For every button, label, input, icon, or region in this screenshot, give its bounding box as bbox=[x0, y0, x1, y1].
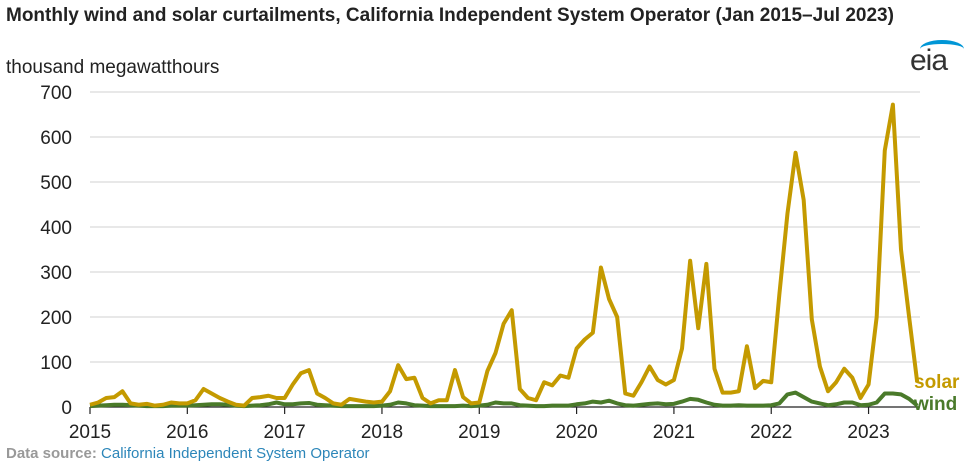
data-source: Data source: California Independent Syst… bbox=[6, 445, 370, 462]
legend-label-wind: wind bbox=[913, 394, 957, 415]
series-line-wind bbox=[89, 390, 919, 409]
series-line-solar bbox=[89, 102, 920, 408]
y-tick-label: 500 bbox=[40, 173, 72, 194]
y-tick-label: 400 bbox=[40, 218, 72, 239]
y-tick-label: 200 bbox=[40, 308, 72, 329]
x-tick-label: 2018 bbox=[361, 422, 403, 443]
x-tick-label: 2015 bbox=[69, 422, 111, 443]
x-tick-label: 2019 bbox=[458, 422, 500, 443]
y-tick-label: 0 bbox=[61, 398, 72, 419]
data-source-label: Data source: bbox=[6, 445, 97, 462]
legend-label-solar: solar bbox=[914, 372, 960, 393]
y-tick-label: 600 bbox=[40, 128, 72, 149]
y-tick-label: 100 bbox=[40, 353, 72, 374]
y-tick-label: 300 bbox=[40, 263, 72, 284]
eia-logo: eia bbox=[910, 44, 948, 77]
x-tick-label: 2020 bbox=[555, 422, 597, 443]
x-tick-label: 2022 bbox=[750, 422, 792, 443]
data-source-link[interactable]: California Independent System Operator bbox=[101, 445, 370, 462]
x-tick-label: 2023 bbox=[847, 422, 889, 443]
chart-title: Monthly wind and solar curtailments, Cal… bbox=[6, 5, 894, 26]
x-tick-label: 2021 bbox=[653, 422, 695, 443]
x-tick-label: 2017 bbox=[263, 422, 305, 443]
x-tick-label: 2016 bbox=[166, 422, 208, 443]
eia-logo-arc-icon bbox=[920, 40, 964, 58]
y-tick-label: 700 bbox=[40, 83, 72, 104]
y-axis-label: thousand megawatthours bbox=[6, 57, 220, 78]
